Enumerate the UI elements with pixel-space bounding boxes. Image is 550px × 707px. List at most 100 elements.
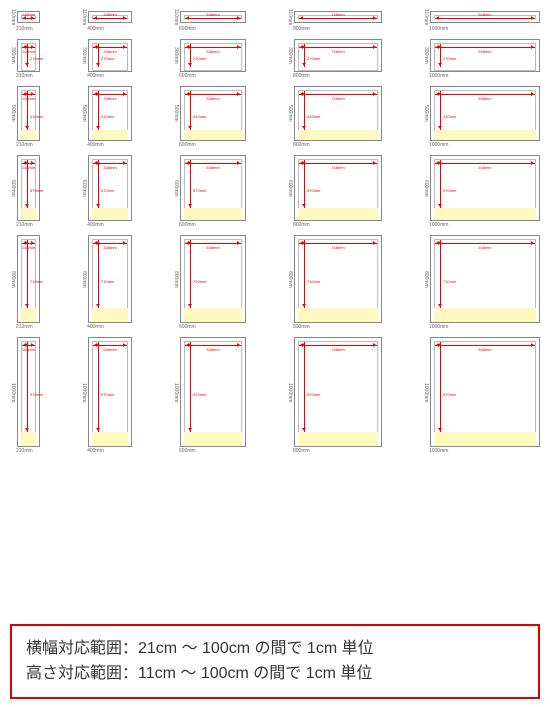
- width-arrow-label: 748mm: [331, 96, 344, 101]
- tint-region: [92, 130, 128, 140]
- height-arrow: [27, 342, 28, 432]
- height-arrow-label: 710mm: [193, 279, 206, 284]
- height-arrow-label: 710mm: [307, 279, 320, 284]
- dim-bottom-label: 400mm: [87, 73, 131, 79]
- frame-outer: 548mm410mm: [180, 86, 246, 141]
- dim-left-label: 500mm: [173, 105, 179, 122]
- size-cell: 500mm148mm410mm210mm: [10, 85, 40, 148]
- frame-outer: 348mm970mm: [88, 337, 132, 447]
- height-arrow-label: 270mm: [30, 56, 43, 61]
- dim-bottom-label: 400mm: [87, 26, 131, 32]
- dim-wrap: 600mm748mm570mm: [287, 155, 382, 221]
- dim-bottom-label: 210mm: [16, 142, 39, 148]
- diagram-grid: 110mm148mm210mm110mm348mm400mm110mm548mm…: [0, 0, 550, 454]
- width-arrow-label: 748mm: [331, 165, 344, 170]
- height-arrow: [304, 91, 305, 130]
- frame-outer: 348mm270mm: [88, 39, 132, 72]
- width-arrow-label: 148mm: [22, 49, 35, 54]
- dim-wrap: 500mm548mm410mm: [173, 86, 246, 141]
- size-cell: 110mm748mm800mm: [287, 8, 382, 32]
- tint-region: [21, 308, 36, 322]
- size-cell: 500mm348mm410mm400mm: [81, 85, 132, 148]
- dim-bottom-label: 600mm: [179, 142, 245, 148]
- height-arrow: [27, 44, 28, 67]
- dim-wrap: 800mm548mm710mm: [173, 235, 246, 323]
- tint-region: [184, 130, 242, 140]
- dim-wrap: 300mm548mm270mm: [173, 39, 246, 72]
- width-arrow: [299, 345, 377, 346]
- width-arrow: [185, 243, 241, 244]
- width-arrow: [185, 47, 241, 48]
- dim-wrap: 110mm148mm: [10, 9, 40, 25]
- width-arrow: [22, 18, 35, 19]
- info-box: 横幅対応範囲：21cm ～ 100cm の間で 1cm 単位 高さ対応範囲：11…: [10, 624, 540, 699]
- height-arrow-label: 710mm: [101, 279, 114, 284]
- dim-wrap: 300mm748mm270mm: [287, 39, 382, 72]
- dim-bottom-label: 1000mm: [429, 222, 539, 228]
- size-cell: 600mm348mm570mm400mm: [81, 154, 132, 228]
- width-arrow: [435, 18, 535, 19]
- height-arrow-label: 710mm: [443, 279, 456, 284]
- tint-region: [298, 308, 378, 322]
- dim-wrap: 110mm348mm: [81, 9, 132, 25]
- dim-wrap: 500mm348mm410mm: [81, 86, 132, 141]
- dim-wrap: 300mm348mm270mm: [81, 39, 132, 72]
- tint-region: [298, 130, 378, 140]
- dim-wrap: 600mm348mm570mm: [81, 155, 132, 221]
- width-arrow-label: 148mm: [22, 347, 35, 352]
- height-arrow-label: 410mm: [30, 114, 43, 119]
- height-arrow: [27, 160, 28, 208]
- height-arrow-label: 570mm: [101, 188, 114, 193]
- dim-left-label: 110mm: [287, 9, 293, 25]
- width-arrow: [435, 163, 535, 164]
- size-cell: 300mm148mm270mm210mm: [10, 38, 40, 79]
- frame-outer: 748mm: [294, 11, 382, 23]
- dim-left-label: 800mm: [173, 271, 179, 288]
- dim-bottom-label: 800mm: [293, 222, 381, 228]
- dim-wrap: 600mm948mm570mm: [423, 155, 540, 221]
- dim-left-label: 500mm: [81, 105, 87, 122]
- size-cell: 1000mm548mm970mm600mm: [173, 336, 246, 454]
- tint-region: [434, 308, 536, 322]
- dim-wrap: 500mm748mm410mm: [287, 86, 382, 141]
- tint-region: [298, 432, 378, 446]
- height-arrow: [98, 240, 99, 308]
- dim-wrap: 110mm748mm: [287, 9, 382, 25]
- height-arrow-label: 270mm: [307, 56, 320, 61]
- dim-wrap: 800mm 748mm 710mm: [287, 235, 382, 323]
- dim-left-label: 110mm: [173, 9, 179, 25]
- dim-bottom-label: 400mm: [87, 222, 131, 228]
- height-arrow-label: 570mm: [30, 188, 43, 193]
- width-arrow-label: 548mm: [206, 12, 219, 17]
- dim-left-label: 110mm: [81, 9, 87, 25]
- size-cell: 500mm748mm410mm800mm: [287, 85, 382, 148]
- dim-left-label: 800mm: [10, 271, 16, 288]
- tint-region: [21, 130, 36, 140]
- frame-outer: 948mm: [430, 11, 540, 23]
- height-arrow: [27, 91, 28, 130]
- frame-outer: 748mm970mm: [294, 337, 382, 447]
- height-arrow: [27, 240, 28, 308]
- height-arrow-label: 970mm: [307, 392, 320, 397]
- dim-left-label: 600mm: [81, 180, 87, 197]
- dim-wrap: 800mm948mm710mm: [423, 235, 540, 323]
- dim-wrap: 1000mm948mm970mm: [423, 337, 540, 447]
- dim-bottom-label: 400mm: [87, 324, 131, 330]
- tint-region: [21, 432, 36, 446]
- size-cell: 600mm748mm570mm800mm: [287, 154, 382, 228]
- size-cell: 300mm348mm270mm400mm: [81, 38, 132, 79]
- dim-left-label: 800mm: [287, 271, 293, 288]
- frame-outer: 148mm710mm: [17, 235, 40, 323]
- info-line-width: 横幅対応範囲：21cm ～ 100cm の間で 1cm 単位: [26, 636, 524, 662]
- dim-left-label: 600mm: [423, 180, 429, 197]
- width-arrow-label: 748mm: [331, 245, 344, 250]
- width-arrow: [299, 47, 377, 48]
- row: 500mm 148mm 410mm 210mm 500mm348mm410mm400mm…: [10, 85, 540, 148]
- row: 800mm148mm710mm210mm800mm348mm710mm400mm…: [10, 234, 540, 330]
- dim-bottom-label: 400mm: [87, 448, 131, 454]
- dim-wrap: 1000mm348mm970mm: [81, 337, 132, 447]
- width-arrow-label: 948mm: [478, 245, 491, 250]
- width-arrow-label: 148mm: [22, 96, 35, 101]
- dim-bottom-label: 600mm: [179, 26, 245, 32]
- dim-wrap: 300mm148mm270mm: [10, 39, 40, 72]
